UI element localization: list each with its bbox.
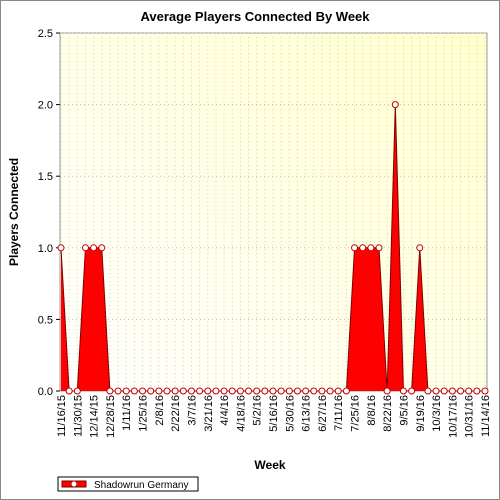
- x-tick-label: 6/27/16: [317, 395, 329, 432]
- legend-marker: [70, 480, 78, 488]
- marker: [277, 387, 285, 395]
- x-tick-label: 8/8/16: [366, 395, 378, 426]
- legend-label: Shadowrun Germany: [94, 480, 189, 491]
- legend: [57, 476, 199, 492]
- marker: [163, 387, 171, 395]
- x-tick-label: 5/2/16: [252, 395, 264, 426]
- marker: [391, 101, 399, 109]
- marker: [220, 387, 228, 395]
- marker: [293, 387, 301, 395]
- marker: [302, 387, 310, 395]
- x-tick-label: 11/14/16: [480, 395, 492, 437]
- area: [61, 104, 485, 391]
- x-tick-label: 3/7/16: [186, 395, 198, 426]
- marker: [351, 244, 359, 252]
- marker: [383, 387, 391, 395]
- marker: [90, 244, 98, 252]
- marker: [98, 244, 106, 252]
- marker: [139, 387, 147, 395]
- marker: [106, 387, 114, 395]
- x-tick-label: 11/30/15: [72, 395, 84, 437]
- marker: [399, 387, 407, 395]
- marker: [359, 244, 367, 252]
- marker: [416, 244, 424, 252]
- marker: [285, 387, 293, 395]
- y-tick-label: 1.0: [38, 243, 53, 255]
- marker: [155, 387, 163, 395]
- x-tick-label: 5/16/16: [268, 395, 280, 432]
- x-axis-label: Week: [254, 458, 285, 472]
- marker: [179, 387, 187, 395]
- y-axis-label: Players Connected: [7, 158, 21, 266]
- y-tick-label: 0.5: [38, 314, 53, 326]
- x-tick-label: 1/11/16: [121, 395, 133, 431]
- marker: [457, 387, 465, 395]
- y-tick-label: 1.5: [38, 171, 53, 183]
- marker: [318, 387, 326, 395]
- marker: [171, 387, 179, 395]
- x-tick-label: 2/22/16: [170, 395, 182, 432]
- marker: [481, 387, 489, 395]
- marker: [57, 244, 65, 252]
- marker: [342, 387, 350, 395]
- marker: [367, 244, 375, 252]
- y-tick-label: 2.5: [38, 28, 53, 40]
- marker: [196, 387, 204, 395]
- marker: [204, 387, 212, 395]
- marker: [228, 387, 236, 395]
- marker: [253, 387, 261, 395]
- marker: [65, 387, 73, 395]
- y-tick-label: 0.0: [38, 386, 53, 398]
- marker: [73, 387, 81, 395]
- marker: [326, 387, 334, 395]
- marker: [245, 387, 253, 395]
- chart-title: Average Players Connected By Week: [140, 9, 370, 24]
- x-tick-label: 9/19/16: [415, 395, 427, 432]
- marker: [81, 244, 89, 252]
- x-tick-label: 1/25/16: [138, 395, 150, 432]
- marker: [408, 387, 416, 395]
- marker: [130, 387, 138, 395]
- x-tick-label: 12/14/15: [89, 395, 101, 438]
- marker: [187, 387, 195, 395]
- marker: [236, 387, 244, 395]
- x-tick-label: 8/22/16: [382, 395, 394, 432]
- x-tick-label: 9/5/16: [398, 395, 410, 426]
- x-tick-label: 7/11/16: [333, 395, 345, 431]
- marker: [212, 387, 220, 395]
- marker: [269, 387, 277, 395]
- x-tick-label: 10/31/16: [464, 395, 476, 438]
- marker: [310, 387, 318, 395]
- x-tick-label: 7/25/16: [350, 395, 362, 432]
- marker: [440, 387, 448, 395]
- marker: [432, 387, 440, 395]
- marker: [147, 387, 155, 395]
- marker: [473, 387, 481, 395]
- marker: [114, 387, 122, 395]
- marker: [375, 244, 383, 252]
- x-tick-label: 2/8/16: [154, 395, 166, 426]
- marker: [424, 387, 432, 395]
- x-tick-label: 4/18/16: [235, 395, 247, 432]
- x-tick-label: 11/16/15: [56, 395, 68, 437]
- marker: [448, 387, 456, 395]
- x-tick-label: 3/21/16: [203, 395, 215, 432]
- marker: [465, 387, 473, 395]
- x-tick-label: 5/30/16: [284, 395, 296, 432]
- x-tick-label: 6/13/16: [301, 395, 313, 432]
- marker: [334, 387, 342, 395]
- marker: [122, 387, 130, 395]
- x-tick-label: 12/28/15: [105, 395, 117, 438]
- y-tick-label: 2.0: [38, 100, 53, 112]
- x-tick-label: 10/3/16: [431, 395, 443, 432]
- x-tick-label: 4/4/16: [219, 395, 231, 426]
- x-tick-label: 10/17/16: [447, 395, 459, 438]
- marker: [261, 387, 269, 395]
